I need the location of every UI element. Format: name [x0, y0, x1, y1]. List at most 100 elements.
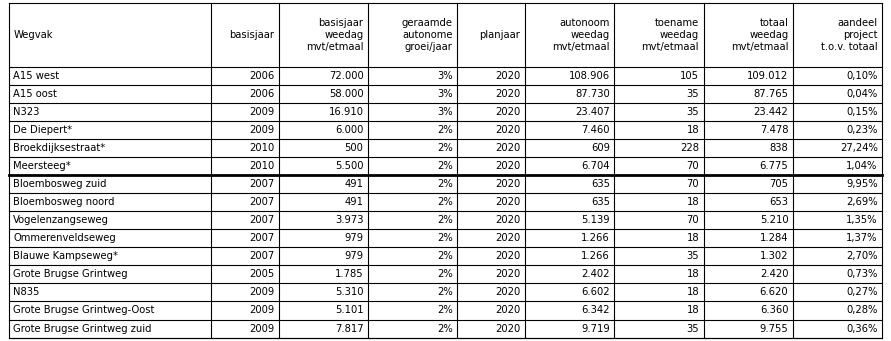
Text: 2%: 2%	[437, 306, 453, 315]
Text: 35: 35	[686, 89, 699, 99]
Text: planjaar: planjaar	[479, 30, 520, 40]
Text: 2020: 2020	[495, 269, 520, 279]
Text: 16.910: 16.910	[329, 107, 364, 117]
Text: 2020: 2020	[495, 233, 520, 243]
Text: 18: 18	[686, 197, 699, 207]
Text: 35: 35	[686, 324, 699, 333]
Text: 35: 35	[686, 251, 699, 261]
Text: 9,95%: 9,95%	[846, 179, 878, 189]
Text: 2%: 2%	[437, 324, 453, 333]
Text: N323: N323	[13, 107, 40, 117]
Text: 2%: 2%	[437, 179, 453, 189]
Text: 5.139: 5.139	[581, 215, 609, 225]
Text: 35: 35	[686, 107, 699, 117]
Text: aandeel
project
t.o.v. totaal: aandeel project t.o.v. totaal	[821, 18, 878, 51]
Text: 3%: 3%	[437, 71, 453, 81]
Text: 18: 18	[686, 125, 699, 135]
Text: 108.906: 108.906	[568, 71, 609, 81]
Text: 5.310: 5.310	[335, 287, 364, 297]
Text: 18: 18	[686, 306, 699, 315]
Text: 2007: 2007	[249, 179, 274, 189]
Text: Grote Brugse Grintweg zuid: Grote Brugse Grintweg zuid	[13, 324, 151, 333]
Text: 500: 500	[345, 143, 364, 153]
Text: 27,24%: 27,24%	[839, 143, 878, 153]
Text: 2%: 2%	[437, 269, 453, 279]
Text: 6.360: 6.360	[760, 306, 789, 315]
Text: 491: 491	[345, 179, 364, 189]
Text: 0,28%: 0,28%	[846, 306, 878, 315]
Text: 2007: 2007	[249, 233, 274, 243]
Text: 18: 18	[686, 287, 699, 297]
Text: 2020: 2020	[495, 251, 520, 261]
Text: toename
weedag
mvt/etmaal: toename weedag mvt/etmaal	[642, 18, 699, 51]
Text: A15 oost: A15 oost	[13, 89, 57, 99]
Text: 58.000: 58.000	[329, 89, 364, 99]
Text: 2%: 2%	[437, 215, 453, 225]
Text: 2%: 2%	[437, 125, 453, 135]
Text: 2%: 2%	[437, 161, 453, 171]
Text: 2020: 2020	[495, 125, 520, 135]
Text: 2%: 2%	[437, 233, 453, 243]
Text: 1.266: 1.266	[581, 251, 609, 261]
Text: 2010: 2010	[249, 161, 274, 171]
Text: Grote Brugse Grintweg-Oost: Grote Brugse Grintweg-Oost	[13, 306, 155, 315]
Text: 2.420: 2.420	[760, 269, 789, 279]
Text: Ommerenveldseweg: Ommerenveldseweg	[13, 233, 116, 243]
Text: 2007: 2007	[249, 251, 274, 261]
Text: 1,04%: 1,04%	[846, 161, 878, 171]
Text: 2.402: 2.402	[581, 269, 609, 279]
Text: 2,69%: 2,69%	[846, 197, 878, 207]
Text: 2020: 2020	[495, 179, 520, 189]
Text: basisjaar
weedag
mvt/etmaal: basisjaar weedag mvt/etmaal	[306, 18, 364, 51]
Text: 18: 18	[686, 233, 699, 243]
Text: De Diepert*: De Diepert*	[13, 125, 72, 135]
Text: 609: 609	[591, 143, 609, 153]
Text: 2020: 2020	[495, 306, 520, 315]
Text: 109.012: 109.012	[747, 71, 789, 81]
Text: 2006: 2006	[249, 89, 274, 99]
Text: 2009: 2009	[249, 107, 274, 117]
Text: 2020: 2020	[495, 71, 520, 81]
Text: 23.407: 23.407	[575, 107, 609, 117]
Text: 18: 18	[686, 269, 699, 279]
Text: 0,10%: 0,10%	[846, 71, 878, 81]
Text: 2006: 2006	[249, 71, 274, 81]
Text: 2020: 2020	[495, 161, 520, 171]
Text: 105: 105	[680, 71, 699, 81]
Text: 0,15%: 0,15%	[846, 107, 878, 117]
Text: 6.602: 6.602	[581, 287, 609, 297]
Text: 2007: 2007	[249, 197, 274, 207]
Text: 2020: 2020	[495, 324, 520, 333]
Text: 635: 635	[591, 179, 609, 189]
Text: 1.302: 1.302	[760, 251, 789, 261]
Text: 653: 653	[769, 197, 789, 207]
Text: 6.000: 6.000	[335, 125, 364, 135]
Text: 228: 228	[680, 143, 699, 153]
Text: 2%: 2%	[437, 251, 453, 261]
Text: 87.730: 87.730	[575, 89, 609, 99]
Text: 2009: 2009	[249, 125, 274, 135]
Text: 979: 979	[345, 251, 364, 261]
Text: N835: N835	[13, 287, 40, 297]
Text: geraamde
autonomе
groei/jaar: geraamde autonomе groei/jaar	[402, 18, 453, 51]
Text: 2020: 2020	[495, 287, 520, 297]
Text: 2020: 2020	[495, 143, 520, 153]
Text: 0,23%: 0,23%	[846, 125, 878, 135]
Text: 5.210: 5.210	[760, 215, 789, 225]
Text: 7.817: 7.817	[335, 324, 364, 333]
Text: 1.785: 1.785	[335, 269, 364, 279]
Text: Broekdijksestraat*: Broekdijksestraat*	[13, 143, 106, 153]
Text: 979: 979	[345, 233, 364, 243]
Text: 1.266: 1.266	[581, 233, 609, 243]
Text: 0,04%: 0,04%	[846, 89, 878, 99]
Text: 3%: 3%	[437, 107, 453, 117]
Text: 70: 70	[686, 161, 699, 171]
Text: 2020: 2020	[495, 215, 520, 225]
Text: 838: 838	[770, 143, 789, 153]
Text: 635: 635	[591, 197, 609, 207]
Text: 2009: 2009	[249, 287, 274, 297]
Text: 2020: 2020	[495, 107, 520, 117]
Text: 491: 491	[345, 197, 364, 207]
Text: 2010: 2010	[249, 143, 274, 153]
Text: 1,35%: 1,35%	[846, 215, 878, 225]
